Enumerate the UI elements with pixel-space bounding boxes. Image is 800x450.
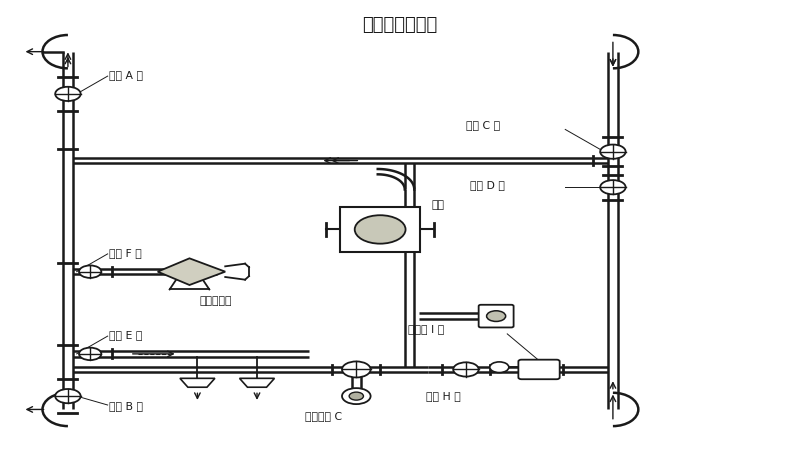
Polygon shape xyxy=(239,378,274,387)
Circle shape xyxy=(354,215,406,243)
Text: 球阀 E 开: 球阀 E 开 xyxy=(110,330,142,340)
Text: 球阀 A 开: 球阀 A 开 xyxy=(110,70,143,80)
Circle shape xyxy=(600,180,626,194)
FancyBboxPatch shape xyxy=(518,360,560,379)
Polygon shape xyxy=(180,378,215,387)
Text: 洒水炮出口: 洒水炮出口 xyxy=(199,296,231,306)
Text: 洒水、浇灌花木: 洒水、浇灌花木 xyxy=(362,16,438,34)
Polygon shape xyxy=(158,258,226,285)
Text: 三通球阀 C: 三通球阀 C xyxy=(305,411,342,421)
FancyBboxPatch shape xyxy=(341,207,420,252)
Text: 球阀 F 关: 球阀 F 关 xyxy=(110,248,142,257)
Text: 球阀 B 开: 球阀 B 开 xyxy=(110,401,143,411)
Text: 消防栓 I 关: 消防栓 I 关 xyxy=(408,324,444,334)
Text: 球阀 H 关: 球阀 H 关 xyxy=(426,391,461,401)
Circle shape xyxy=(486,311,506,321)
Circle shape xyxy=(349,392,363,400)
Text: 水泵: 水泵 xyxy=(432,200,445,210)
Circle shape xyxy=(79,348,102,360)
Circle shape xyxy=(55,389,81,403)
Text: 球阀 D 开: 球阀 D 开 xyxy=(470,180,505,190)
Circle shape xyxy=(342,388,370,404)
Circle shape xyxy=(55,87,81,101)
Text: 球阀 C 开: 球阀 C 开 xyxy=(466,120,500,130)
FancyBboxPatch shape xyxy=(478,305,514,328)
Circle shape xyxy=(342,361,370,378)
Circle shape xyxy=(490,362,509,373)
Circle shape xyxy=(600,144,626,159)
Circle shape xyxy=(79,266,102,278)
Circle shape xyxy=(454,362,478,377)
